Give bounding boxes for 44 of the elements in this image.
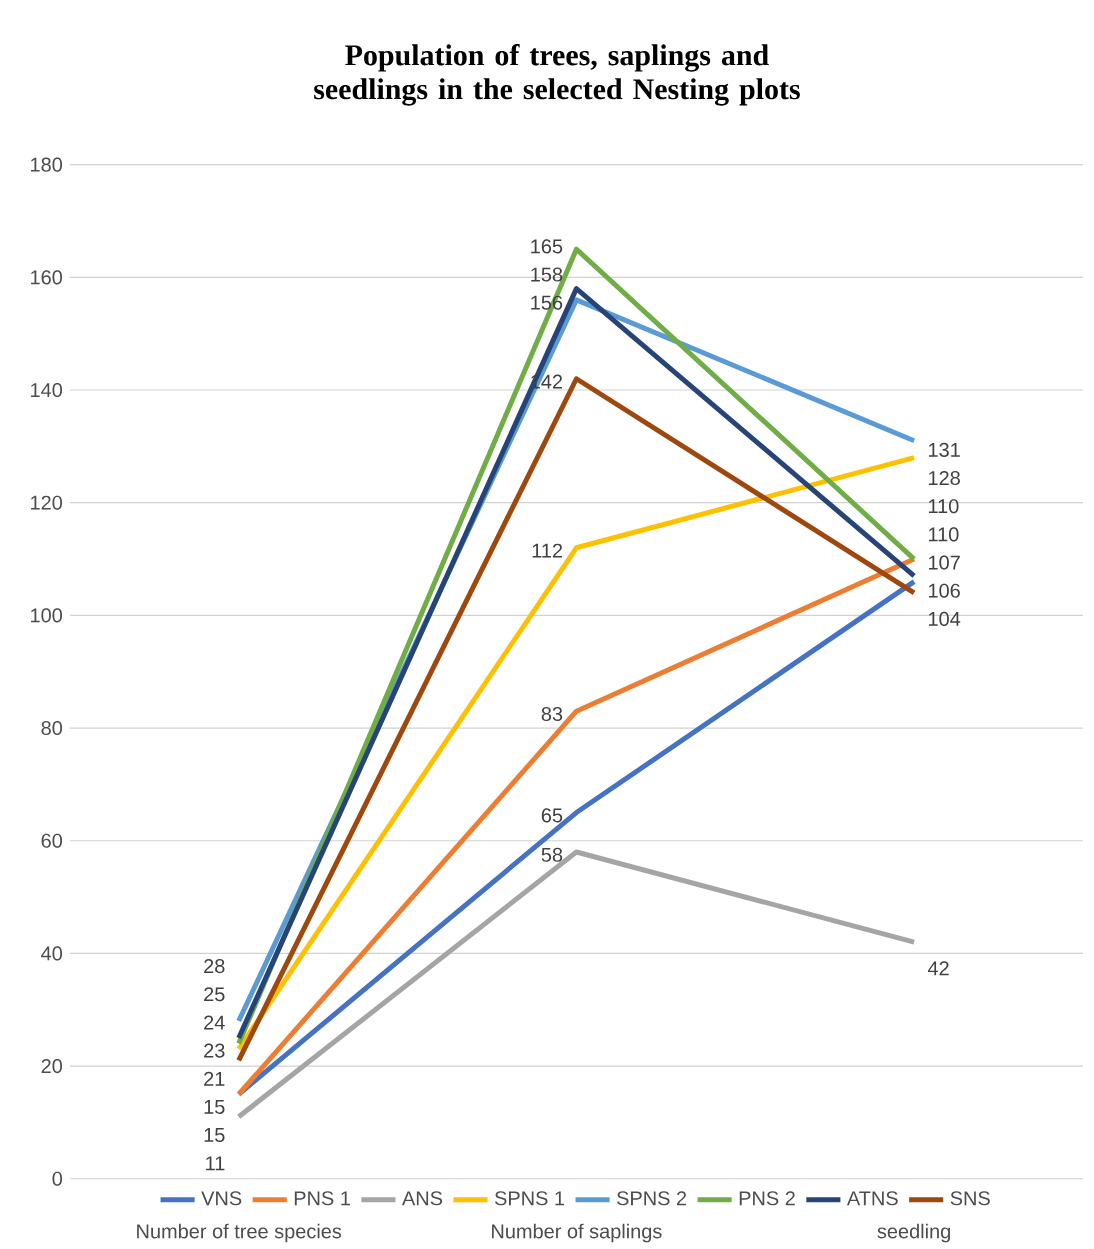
legend-label: SNS (950, 1191, 990, 1206)
y-tick-label: 20 (41, 1059, 63, 1074)
data-label: 83 (541, 706, 563, 722)
legend-label: SPNS 1 (495, 1191, 565, 1206)
data-label: 158 (531, 267, 563, 282)
legend-label: ATNS (846, 1191, 898, 1206)
x-tick-label: Number of saplings (492, 1223, 662, 1243)
data-label: 15 (204, 1128, 225, 1143)
data-label: 25 (204, 987, 225, 1002)
data-label: 128 (929, 471, 960, 486)
y-tick-label: 60 (41, 833, 63, 848)
y-tick-label: 0 (52, 1171, 63, 1186)
data-label: 110 (929, 499, 959, 514)
data-label: 165 (531, 239, 563, 254)
y-tick-label: 80 (41, 720, 63, 736)
data-label: 65 (541, 808, 563, 823)
y-tick-label: 140 (31, 382, 63, 398)
data-label: 110 (929, 527, 959, 542)
data-label: 15 (204, 1099, 225, 1114)
legend-label: PNS 1 (294, 1191, 350, 1206)
y-tick-label: 180 (31, 157, 63, 172)
data-label: 112 (532, 543, 563, 558)
x-tick-label: seedling (877, 1223, 951, 1243)
data-label: 28 (204, 959, 225, 974)
y-tick-label: 120 (31, 495, 63, 510)
data-label: 131 (929, 442, 960, 457)
data-label: 42 (927, 961, 949, 976)
y-tick-label: 100 (31, 608, 63, 623)
chart-title: Population of trees, saplings and seedlings in the selected Nesting plots (314, 44, 800, 106)
y-tick-label: 40 (41, 946, 63, 961)
legend-label: SPNS 2 (617, 1191, 687, 1206)
x-tick-label: Number of tree species (137, 1223, 342, 1243)
data-label: 11 (206, 1156, 225, 1171)
data-label: 104 (929, 611, 961, 626)
data-label: 24 (204, 1015, 225, 1030)
legend-label: VNS (201, 1191, 242, 1206)
data-label: 107 (929, 555, 960, 570)
data-label: 23 (204, 1043, 225, 1058)
data-label: 106 (929, 583, 960, 598)
legend-label: PNS 2 (739, 1191, 795, 1206)
y-tick-label: 160 (31, 270, 63, 285)
data-label: 21 (204, 1071, 225, 1086)
legend-label: ANS (402, 1191, 443, 1206)
data-label: 58 (541, 847, 563, 862)
